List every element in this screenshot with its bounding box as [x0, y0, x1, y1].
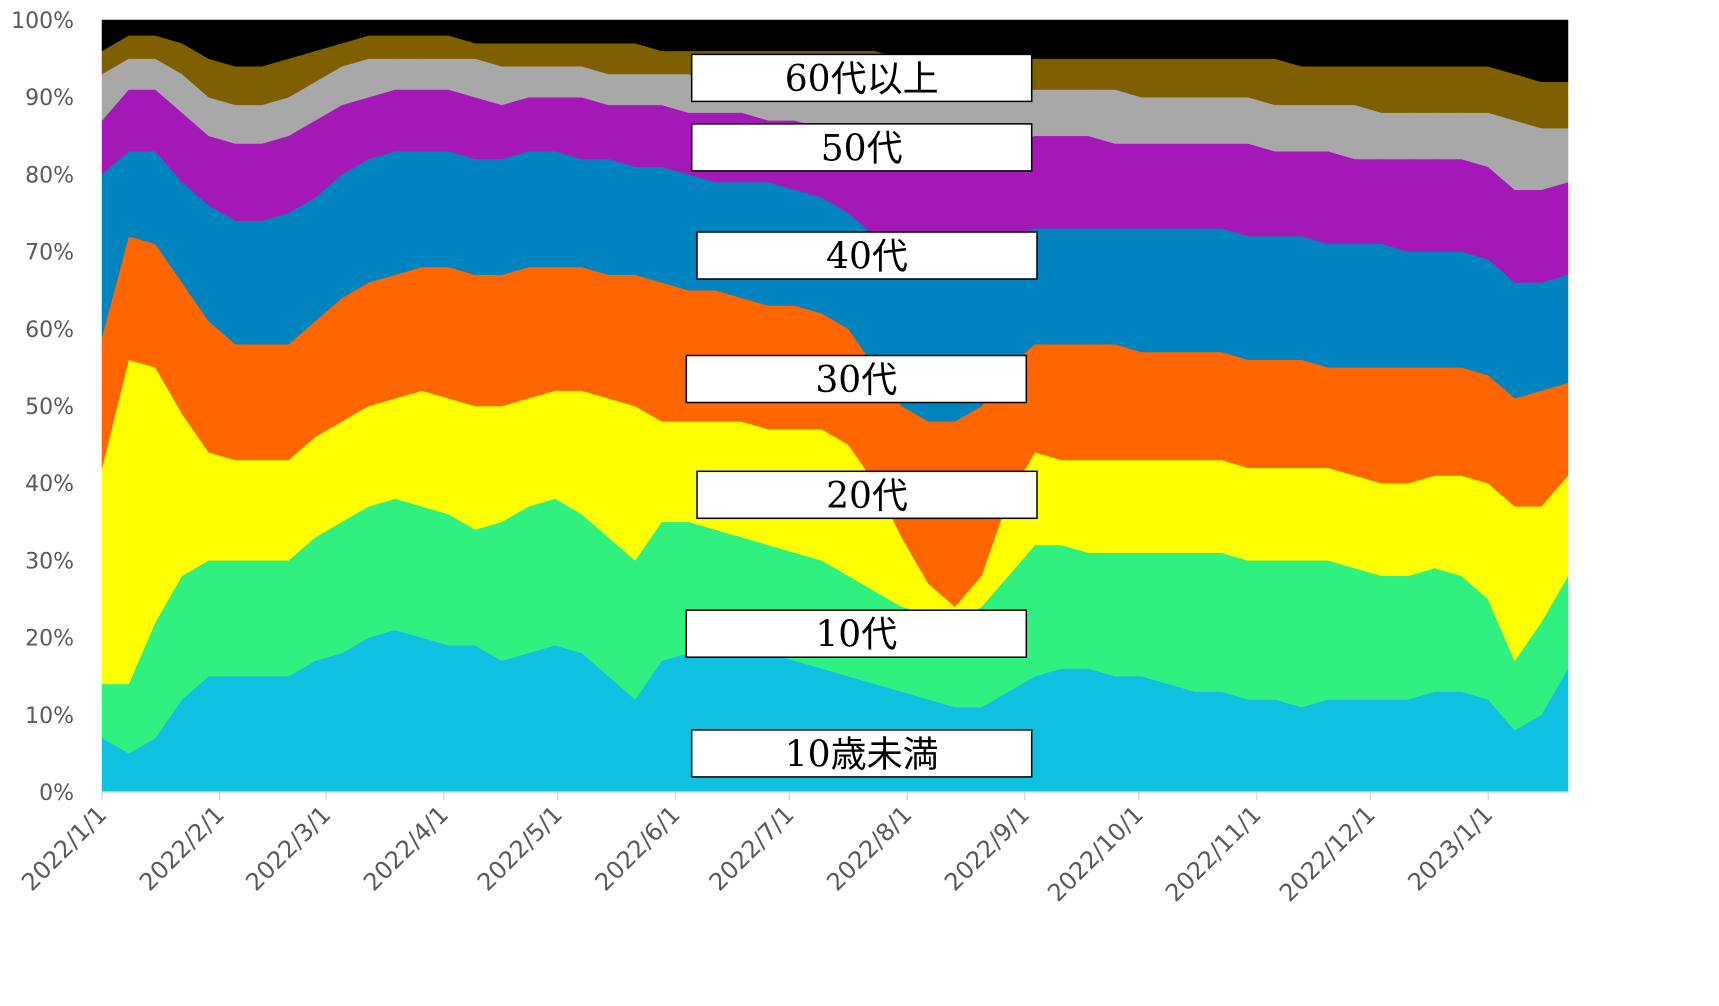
y-tick-label: 20%: [25, 627, 74, 652]
y-tick-label: 60%: [25, 318, 74, 343]
band-label: 10歳未満: [785, 734, 939, 775]
x-tick-label: 2022/11/1: [1160, 800, 1267, 907]
band-label: 30代: [815, 360, 897, 401]
y-tick-label: 80%: [25, 163, 74, 188]
band-label-box: [690, 729, 1033, 778]
x-tick-label: 2022/6/1: [590, 800, 686, 896]
y-tick-label: 90%: [25, 86, 74, 111]
x-tick-label: 2022/1/1: [16, 800, 112, 896]
band-label-box: [696, 231, 1038, 280]
x-tick-label: 2022/8/1: [821, 800, 917, 896]
area-series-8: [101, 19, 1569, 83]
band-label-box: [685, 354, 1028, 404]
band-label: 40代: [826, 237, 908, 278]
y-tick-label: 40%: [25, 472, 74, 497]
x-tick-labels: 2022/1/1 2022/2/1 2022/3/1 2022/4/1 2022/5/1…: [16, 792, 1498, 907]
x-tick-label: 2022/5/1: [472, 800, 568, 896]
y-tick-labels: 0% 10% 20% 30% 40% 50% 60% 70% 80% 90% 100%: [11, 9, 74, 806]
x-tick-label: 2022/4/1: [358, 800, 454, 896]
x-tick-label: 2022/7/1: [704, 800, 800, 896]
y-tick-label: 100%: [11, 9, 74, 34]
band-label-box: [696, 470, 1038, 520]
x-tick-label: 2023/1/1: [1402, 800, 1498, 896]
band-label-box: [685, 609, 1028, 658]
y-tick-label: 50%: [25, 395, 74, 420]
band-label: 50代: [821, 128, 903, 169]
band-label-box: [690, 123, 1033, 172]
x-tick-label: 2022/12/1: [1274, 800, 1381, 907]
band-label: 10代: [815, 615, 897, 656]
band-label: 20代: [826, 476, 908, 517]
x-tick-label: 2022/9/1: [939, 800, 1035, 896]
y-tick-label: 70%: [25, 241, 74, 266]
band-label-box: [690, 53, 1033, 103]
band-label: 60代以上: [785, 59, 939, 100]
y-tick-label: 10%: [25, 704, 74, 729]
y-tick-label: 0%: [39, 781, 74, 806]
x-tick-label: 2022/10/1: [1042, 800, 1149, 907]
x-tick-label: 2022/3/1: [240, 800, 336, 896]
x-tick-label: 2022/2/1: [134, 800, 230, 896]
y-tick-label: 30%: [25, 549, 74, 574]
band-annotations: 60代以上 50代 40代 30代 20代 10代 10歳未満: [685, 53, 1038, 778]
